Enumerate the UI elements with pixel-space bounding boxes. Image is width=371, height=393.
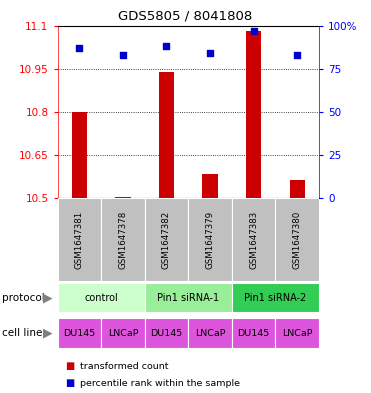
Bar [188, 318, 232, 348]
Text: DU145: DU145 [63, 329, 95, 338]
Bar [115, 197, 131, 198]
Text: ▶: ▶ [43, 291, 53, 304]
Bar [145, 198, 188, 281]
Text: GDS5805 / 8041808: GDS5805 / 8041808 [118, 10, 253, 23]
Bar [290, 180, 305, 198]
Bar [232, 283, 319, 312]
Text: LNCaP: LNCaP [108, 329, 138, 338]
Bar [203, 174, 218, 198]
Bar [58, 318, 101, 348]
Text: GSM1647378: GSM1647378 [118, 211, 127, 269]
Bar [58, 283, 145, 312]
Text: Pin1 siRNA-2: Pin1 siRNA-2 [244, 293, 306, 303]
Text: ■: ■ [65, 378, 74, 388]
Point [76, 45, 82, 51]
Text: LNCaP: LNCaP [282, 329, 312, 338]
Text: transformed count: transformed count [80, 362, 168, 371]
Bar [58, 198, 101, 281]
Point [207, 50, 213, 56]
Point [164, 43, 170, 50]
Text: GSM1647379: GSM1647379 [206, 211, 214, 269]
Text: LNCaP: LNCaP [195, 329, 225, 338]
Bar [72, 112, 87, 198]
Text: Pin1 siRNA-1: Pin1 siRNA-1 [157, 293, 219, 303]
Text: GSM1647380: GSM1647380 [293, 211, 302, 269]
Bar [145, 318, 188, 348]
Text: DU145: DU145 [237, 329, 270, 338]
Text: cell line: cell line [2, 328, 42, 338]
Point [120, 52, 126, 58]
Text: GSM1647382: GSM1647382 [162, 211, 171, 269]
Point [294, 52, 300, 58]
Point [251, 28, 257, 34]
Bar [145, 283, 232, 312]
Bar [246, 31, 261, 198]
Text: DU145: DU145 [150, 329, 183, 338]
Text: control: control [84, 293, 118, 303]
Text: GSM1647383: GSM1647383 [249, 211, 258, 269]
Bar [275, 198, 319, 281]
Bar [101, 198, 145, 281]
Text: GSM1647381: GSM1647381 [75, 211, 84, 269]
Bar [275, 318, 319, 348]
Bar [232, 318, 276, 348]
Text: ▶: ▶ [43, 327, 53, 340]
Text: ■: ■ [65, 361, 74, 371]
Bar [159, 72, 174, 198]
Text: percentile rank within the sample: percentile rank within the sample [80, 379, 240, 387]
Bar [188, 198, 232, 281]
Bar [232, 198, 276, 281]
Text: protocol: protocol [2, 293, 45, 303]
Bar [101, 318, 145, 348]
